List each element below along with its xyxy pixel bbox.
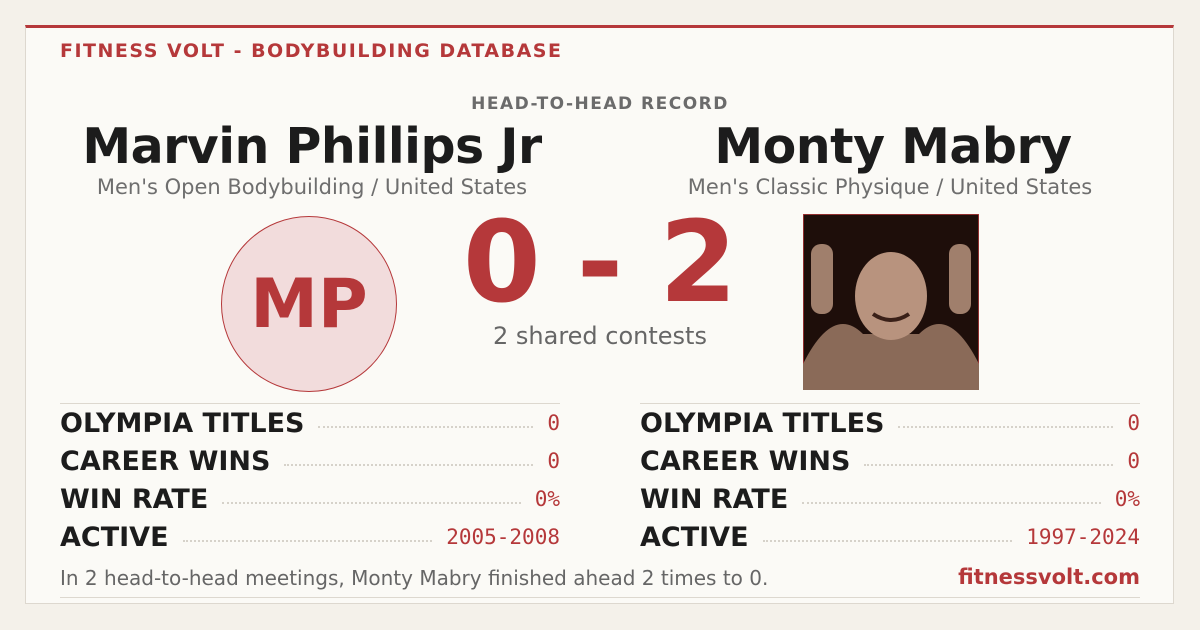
leader xyxy=(222,502,521,504)
athlete-division: Men's Open Bodybuilding / United States xyxy=(96,175,528,199)
section-title: HEAD-TO-HEAD RECORD xyxy=(471,94,729,114)
score-caption: 2 shared contests xyxy=(493,322,707,350)
stats: OLYMPIA TITLES 0 CAREER WINS 0 WIN RATE 0% ACT… xyxy=(640,403,1140,556)
footer-summary: In 2 head-to-head meetings, Monty Mabry … xyxy=(60,566,769,590)
stat-value: 2005-2008 xyxy=(446,525,560,549)
avatar: MP xyxy=(221,216,397,392)
leader xyxy=(762,540,1013,542)
score-right: 2 xyxy=(659,198,738,328)
stat-row: WIN RATE 0% xyxy=(60,480,560,518)
footer-site: fitnessvolt.com xyxy=(958,565,1140,589)
stat-row: OLYMPIA TITLES 0 xyxy=(640,404,1140,442)
score-separator: - xyxy=(576,198,624,328)
initials: MP xyxy=(250,264,368,344)
leader xyxy=(898,426,1114,428)
athlete-name: Marvin Phillips Jr xyxy=(82,118,542,175)
stat-value: 0 xyxy=(547,411,560,435)
stat-value: 1997-2024 xyxy=(1026,525,1140,549)
stat-row: WIN RATE 0% xyxy=(640,480,1140,518)
stat-value: 0% xyxy=(534,487,560,511)
stat-label: OLYMPIA TITLES xyxy=(640,407,885,439)
leader xyxy=(864,464,1114,466)
stat-value: 0 xyxy=(1127,449,1140,473)
photo-arm xyxy=(949,244,971,314)
leader xyxy=(318,426,534,428)
stat-label: WIN RATE xyxy=(60,483,209,515)
card xyxy=(25,25,1174,604)
stat-row: CAREER WINS 0 xyxy=(640,442,1140,480)
photo-head xyxy=(855,252,927,340)
stat-row: OLYMPIA TITLES 0 xyxy=(60,404,560,442)
stat-value: 0 xyxy=(1127,411,1140,435)
stat-label: CAREER WINS xyxy=(60,445,271,477)
score-left: 0 xyxy=(462,198,541,328)
stat-label: WIN RATE xyxy=(640,483,789,515)
stat-row: ACTIVE 1997-2024 xyxy=(640,518,1140,556)
stat-row: CAREER WINS 0 xyxy=(60,442,560,480)
athlete-name: Monty Mabry xyxy=(714,118,1072,175)
leader xyxy=(284,464,534,466)
stat-row: ACTIVE 2005-2008 xyxy=(60,518,560,556)
athlete-division: Men's Classic Physique / United States xyxy=(687,175,1093,199)
stat-label: OLYMPIA TITLES xyxy=(60,407,305,439)
photo-smile xyxy=(871,312,911,322)
divider xyxy=(60,597,1140,598)
brand: FITNESS VOLT - BODYBUILDING DATABASE xyxy=(60,40,563,62)
stats: OLYMPIA TITLES 0 CAREER WINS 0 WIN RATE 0% ACT… xyxy=(60,403,560,556)
stat-value: 0% xyxy=(1114,487,1140,511)
stat-value: 0 xyxy=(547,449,560,473)
score: 0-2 xyxy=(400,198,800,328)
photo-body xyxy=(803,324,979,390)
stat-label: ACTIVE xyxy=(640,521,749,553)
leader xyxy=(182,540,433,542)
photo-arm xyxy=(811,244,833,314)
stat-label: ACTIVE xyxy=(60,521,169,553)
stat-label: CAREER WINS xyxy=(640,445,851,477)
leader xyxy=(802,502,1101,504)
athlete-photo xyxy=(803,214,979,390)
